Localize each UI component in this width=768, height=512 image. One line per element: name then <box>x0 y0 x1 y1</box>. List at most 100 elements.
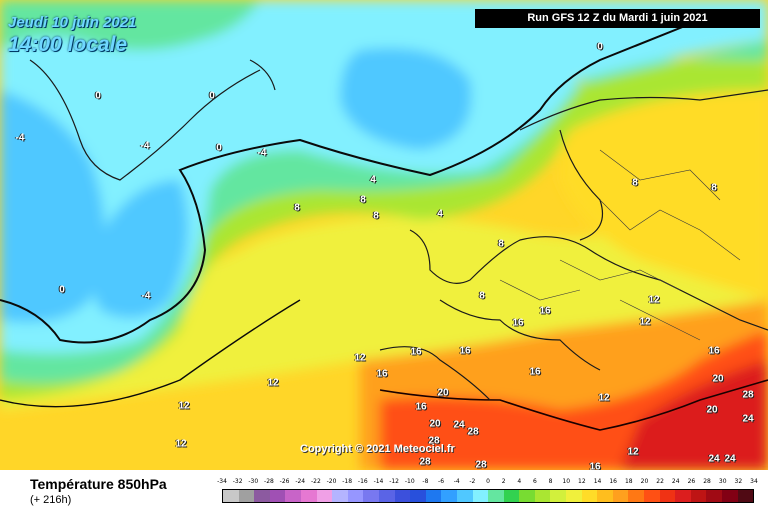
legend-color-swatch <box>238 490 255 502</box>
isotherm-label: 8 <box>632 177 638 189</box>
legend-color-swatch <box>332 490 348 502</box>
map-title: Température 850hPa <box>30 476 167 492</box>
legend-tick-label: 10 <box>562 478 571 485</box>
isotherm-label: 20 <box>706 404 718 416</box>
legend-tick-label: -12 <box>389 478 400 485</box>
legend-tick-label: -28 <box>264 478 274 485</box>
legend-color-swatch <box>550 490 567 502</box>
isotherm-label: 0 <box>59 284 65 296</box>
legend-tick-label: -34 <box>217 478 227 485</box>
isotherm-label: 16 <box>459 345 471 357</box>
legend-tick-label: -14 <box>373 478 384 485</box>
isotherm-label: 16 <box>708 345 720 357</box>
isotherm-label: 24 <box>742 413 754 425</box>
legend-color-swatch <box>722 490 738 502</box>
isotherm-label: 12 <box>178 400 190 412</box>
legend-color-swatch <box>488 490 504 502</box>
legend-color-swatch <box>628 490 645 502</box>
isotherm-label: 24 <box>453 419 465 431</box>
legend-tick-label: 2 <box>501 478 506 485</box>
legend-tick-label: -8 <box>422 478 429 485</box>
isotherm-label: 12 <box>175 438 187 450</box>
legend-color-swatch <box>456 490 473 502</box>
isotherm-label: 0 <box>216 142 222 154</box>
legend-tick-label: -32 <box>232 478 243 485</box>
isotherm-label: 28 <box>419 456 431 468</box>
isotherm-label: 16 <box>529 366 541 378</box>
isotherm-label: 24 <box>724 453 736 465</box>
legend-tick-label: -20 <box>326 478 337 485</box>
forecast-date: Jeudi 10 juin 2021 <box>8 14 137 31</box>
isotherm-label: 0 <box>597 41 603 53</box>
isotherm-label: 8 <box>711 182 717 194</box>
isotherm-label: 16 <box>512 317 524 329</box>
map-footer: Température 850hPa (+ 216h) -34 -32 -30 -28… <box>0 470 768 512</box>
isotherm-label: 28 <box>428 435 440 447</box>
legend-color-swatch <box>675 490 691 502</box>
isotherm-label: 28 <box>742 389 754 401</box>
isotherm-label: 28 <box>475 459 487 471</box>
legend-tick-label: 32 <box>734 478 743 485</box>
legend-color-swatch <box>410 490 426 502</box>
isotherm-label: -4 <box>141 290 151 302</box>
isotherm-label: 16 <box>376 368 388 380</box>
legend-color-swatch <box>441 490 457 502</box>
isotherm-label: 12 <box>267 377 279 389</box>
legend-color-swatch <box>300 490 317 502</box>
isotherm-label: 16 <box>539 305 551 317</box>
legend-tick-label: 30 <box>718 478 727 485</box>
legend-tick-label: 4 <box>517 478 522 485</box>
legend-tick-label: 24 <box>671 478 680 485</box>
isotherm-label: 4 <box>370 174 376 186</box>
legend-tick-label: 26 <box>687 478 696 485</box>
legend-color-swatch <box>644 490 660 502</box>
isotherm-label: 4 <box>437 208 443 220</box>
legend-tick-label: 20 <box>640 478 649 485</box>
temperature-map: Jeudi 10 juin 2021 14:00 locale Run GFS … <box>0 0 768 470</box>
isotherm-label: -4 <box>140 140 150 152</box>
legend-tick-label: 0 <box>486 478 490 485</box>
legend-color-swatch <box>285 490 301 502</box>
legend-color-swatch <box>347 490 364 502</box>
legend-color-swatch <box>363 490 379 502</box>
isotherm-label: 24 <box>708 453 720 465</box>
isotherm-label: 0 <box>95 90 101 102</box>
legend-color-swatch <box>394 490 411 502</box>
legend-tick-label: 28 <box>703 478 711 485</box>
legend-color-swatch <box>534 490 551 502</box>
isotherm-label: 20 <box>437 387 449 399</box>
legend-tick-label: -4 <box>453 478 460 485</box>
legend-tick-label: 8 <box>548 478 553 485</box>
legend-color-swatch <box>581 490 598 502</box>
isotherm-label: 8 <box>479 290 485 302</box>
legend-tick-label: -2 <box>469 478 476 485</box>
isotherm-label: 12 <box>598 392 610 404</box>
isotherm-label: 8 <box>498 238 504 250</box>
legend-color-swatch <box>597 490 613 502</box>
isotherm-label: 8 <box>360 194 366 206</box>
legend-color-swatch <box>566 490 582 502</box>
isotherm-label: 28 <box>467 426 479 438</box>
forecast-time: 14:00 locale <box>8 33 128 56</box>
legend-color-swatch <box>612 490 629 502</box>
isotherm-label: -4 <box>15 132 25 144</box>
isotherm-label: 8 <box>294 202 300 214</box>
isotherm-label: 12 <box>648 294 660 306</box>
legend-color-swatch <box>378 490 395 502</box>
legend-color-swatch <box>254 490 270 502</box>
legend-tick-label: -6 <box>438 478 445 485</box>
legend-tick-label: -16 <box>357 478 368 485</box>
legend-tick-label: 16 <box>609 478 617 485</box>
isotherm-label: -4 <box>257 147 267 159</box>
legend-color-bar <box>222 489 754 503</box>
isotherm-label: 20 <box>712 373 724 385</box>
legend-color-swatch <box>503 490 520 502</box>
legend-color-swatch <box>269 490 286 502</box>
legend-color-swatch <box>519 490 535 502</box>
isotherm-label: 16 <box>415 401 427 413</box>
legend-tick-label: -24 <box>295 478 306 485</box>
legend-tick-label: 6 <box>533 478 537 485</box>
legend-tick-label: -10 <box>404 478 415 485</box>
copyright-text: Copyright © 2021 Meteociel.fr <box>300 443 455 455</box>
legend-color-swatch <box>425 490 442 502</box>
